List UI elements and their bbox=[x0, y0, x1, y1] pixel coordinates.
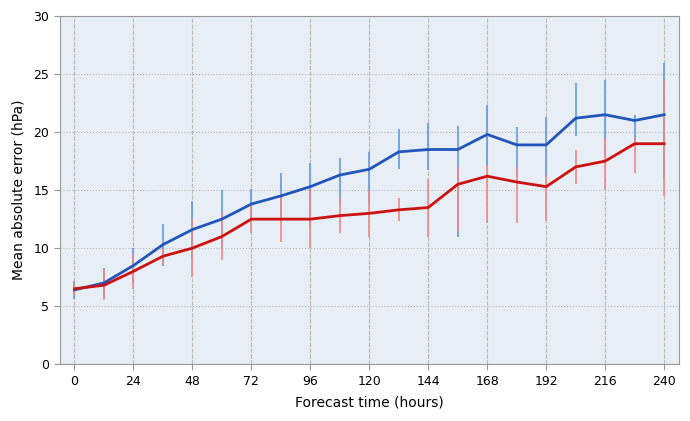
Y-axis label: Mean absolute error (hPa): Mean absolute error (hPa) bbox=[11, 100, 25, 280]
X-axis label: Forecast time (hours): Forecast time (hours) bbox=[295, 396, 444, 410]
